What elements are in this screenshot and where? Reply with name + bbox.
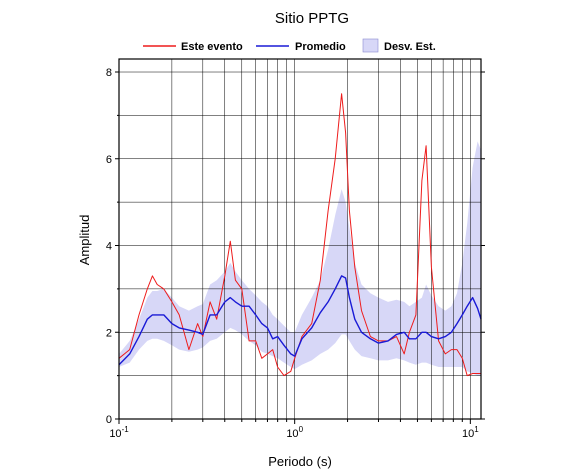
- y-tick-label: 4: [106, 241, 112, 253]
- x-tick-exponent: 0: [299, 425, 304, 434]
- y-tick-label: 6: [106, 154, 112, 166]
- legend-swatch-band: [362, 38, 379, 53]
- plot-frame: [118, 58, 482, 420]
- x-tick-exponent: 1: [474, 425, 479, 434]
- y-tick-label: 0: [106, 414, 112, 426]
- x-tick-label: 100: [286, 425, 303, 440]
- grid-layer: [119, 59, 481, 419]
- series-line-promedio: [118, 275, 482, 366]
- std-band-layer: [119, 141, 481, 376]
- y-tick-label: 2: [106, 327, 112, 339]
- legend-label: Promedio: [295, 41, 346, 53]
- x-tick-base: 10: [462, 428, 474, 440]
- x-tick-base: 10: [286, 428, 298, 440]
- chart-title: Sitio PPTG: [275, 10, 349, 27]
- x-axis-label: Periodo (s): [268, 454, 332, 469]
- x-tick-exponent: -1: [122, 425, 130, 434]
- y-tick-label: 8: [106, 67, 112, 79]
- legend-label: Desv. Est.: [384, 41, 436, 53]
- legend-label: Este evento: [181, 41, 243, 53]
- x-tick-base: 10: [109, 428, 121, 440]
- std-band: [119, 141, 481, 376]
- x-tick-label: 10-1: [109, 425, 129, 440]
- series-line-este-evento: [118, 93, 481, 377]
- series-layer: [118, 93, 482, 377]
- x-tick-label: 101: [462, 425, 479, 440]
- legend: Este evento Promedio Desv. Est.: [143, 38, 436, 53]
- y-axis-label: Amplitud: [77, 215, 92, 266]
